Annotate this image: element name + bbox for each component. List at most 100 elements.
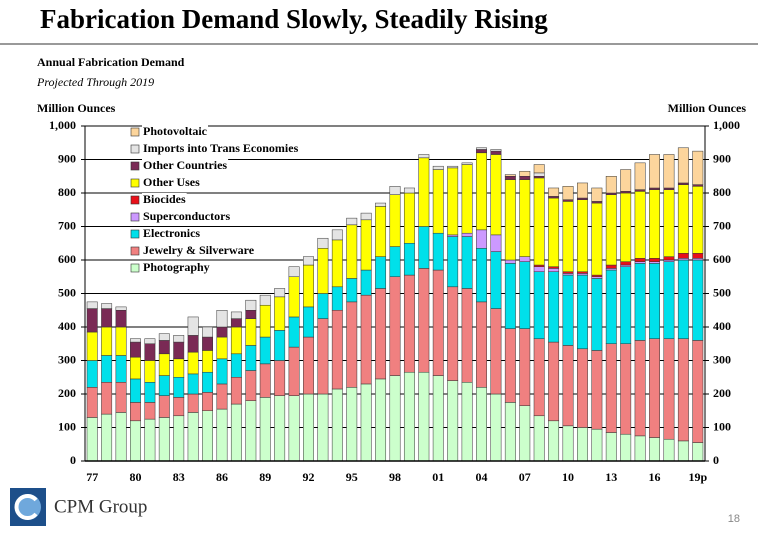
bar-segment bbox=[375, 206, 387, 257]
y2-tick-label: 300 bbox=[713, 352, 731, 366]
bar-segment bbox=[115, 326, 127, 356]
bar-segment bbox=[403, 371, 415, 462]
bar-segment bbox=[259, 397, 271, 462]
bar-segment bbox=[230, 353, 242, 378]
legend-label: Electronics bbox=[143, 226, 200, 240]
legend-bg bbox=[142, 193, 187, 207]
bar-segment bbox=[144, 343, 156, 361]
bar-segment bbox=[216, 336, 228, 360]
bar-segment bbox=[620, 192, 632, 262]
bar-segment bbox=[649, 258, 660, 262]
bar-segment bbox=[303, 264, 314, 308]
bar-segment bbox=[144, 382, 156, 403]
bar-segment bbox=[187, 335, 199, 353]
bar-segment bbox=[461, 164, 473, 234]
bar-segment bbox=[490, 149, 502, 152]
bar-segment bbox=[620, 261, 632, 266]
page-number: 18 bbox=[728, 513, 740, 525]
bar-segment bbox=[158, 417, 170, 462]
bar-segment bbox=[620, 266, 632, 345]
bar-segment bbox=[649, 261, 660, 264]
legend-swatch bbox=[130, 127, 140, 137]
bar-segment bbox=[346, 224, 358, 279]
bar-segment bbox=[692, 150, 704, 185]
bar-segment bbox=[447, 286, 459, 381]
bar-segment bbox=[519, 179, 531, 257]
bar-segment bbox=[432, 232, 444, 271]
y2-tick-label: 600 bbox=[713, 252, 731, 266]
bar-segment bbox=[389, 194, 401, 247]
legend-label: Other Countries bbox=[143, 158, 227, 172]
bar-segment bbox=[476, 149, 487, 154]
bar-segment bbox=[447, 165, 459, 169]
legend-bg bbox=[142, 142, 300, 156]
bar-segment bbox=[274, 296, 286, 331]
bar-segment bbox=[115, 355, 127, 383]
bar-segment bbox=[274, 360, 286, 396]
bar-segment bbox=[562, 186, 574, 200]
bar-segment bbox=[202, 410, 213, 462]
bar-segment bbox=[418, 154, 430, 159]
legend-label: Other Uses bbox=[143, 175, 200, 189]
legend-swatch bbox=[130, 263, 140, 273]
bar-segment bbox=[187, 412, 199, 462]
bar-segment bbox=[389, 246, 401, 278]
bar-segment bbox=[591, 428, 603, 462]
bar-segment bbox=[317, 393, 329, 462]
bar-segment bbox=[562, 425, 574, 462]
bar-segment bbox=[663, 189, 675, 257]
bar-segment bbox=[634, 191, 646, 259]
bar-segment bbox=[476, 387, 487, 462]
x-tick-label: 83 bbox=[173, 470, 185, 484]
legend-swatch bbox=[130, 229, 140, 239]
bar-segment bbox=[663, 154, 675, 189]
bar-segment bbox=[504, 174, 516, 177]
bar-segment bbox=[577, 348, 588, 428]
bar-segment bbox=[663, 187, 675, 190]
chart-subtitle: Annual Fabrication Demand bbox=[37, 55, 185, 69]
legend-bg bbox=[142, 244, 256, 258]
x-tick-label: 89 bbox=[259, 470, 271, 484]
y-tick-label: 600 bbox=[58, 252, 76, 266]
y-tick-label: 700 bbox=[58, 218, 76, 232]
bar-segment bbox=[577, 182, 588, 199]
y-tick-label: 400 bbox=[58, 319, 76, 333]
bar-segment bbox=[101, 413, 113, 462]
bar-segment bbox=[605, 194, 617, 266]
bar-segment bbox=[202, 350, 213, 373]
bar-segment bbox=[490, 154, 502, 236]
y-axis-label: Million Ounces bbox=[37, 101, 116, 115]
bar-segment bbox=[360, 219, 372, 271]
bar-segment bbox=[620, 343, 632, 435]
bar-segment bbox=[620, 264, 632, 267]
legend-swatch bbox=[130, 144, 140, 154]
bar-segment bbox=[288, 276, 300, 318]
x-tick-label: 19p bbox=[688, 470, 707, 484]
bar-segment bbox=[245, 370, 257, 401]
legend-bg bbox=[142, 159, 229, 173]
legend-label: Photography bbox=[143, 260, 210, 274]
bar-segment bbox=[548, 266, 560, 269]
bar-segment bbox=[303, 306, 314, 338]
bar-segment bbox=[490, 308, 502, 395]
legend-label: Superconductors bbox=[143, 209, 230, 223]
bar-segment bbox=[461, 162, 473, 165]
bar-segment bbox=[461, 382, 473, 462]
bar-segment bbox=[447, 167, 459, 236]
bar-segment bbox=[490, 393, 502, 462]
bar-segment bbox=[504, 179, 516, 261]
legend-swatch bbox=[130, 195, 140, 205]
bar-segment bbox=[360, 212, 372, 221]
y-tick-label: 200 bbox=[58, 386, 76, 400]
bar-segment bbox=[577, 199, 588, 272]
bar-segment bbox=[101, 382, 113, 415]
y2-axis-label: Million Ounces bbox=[668, 101, 747, 115]
bar-segment bbox=[346, 301, 358, 388]
bar-segment bbox=[403, 243, 415, 276]
bar-segment bbox=[187, 373, 199, 395]
bar-segment bbox=[245, 400, 257, 462]
bar-segment bbox=[202, 371, 213, 393]
bar-segment bbox=[533, 164, 545, 174]
x-tick-label: 13 bbox=[605, 470, 617, 484]
bar-segment bbox=[346, 217, 358, 226]
